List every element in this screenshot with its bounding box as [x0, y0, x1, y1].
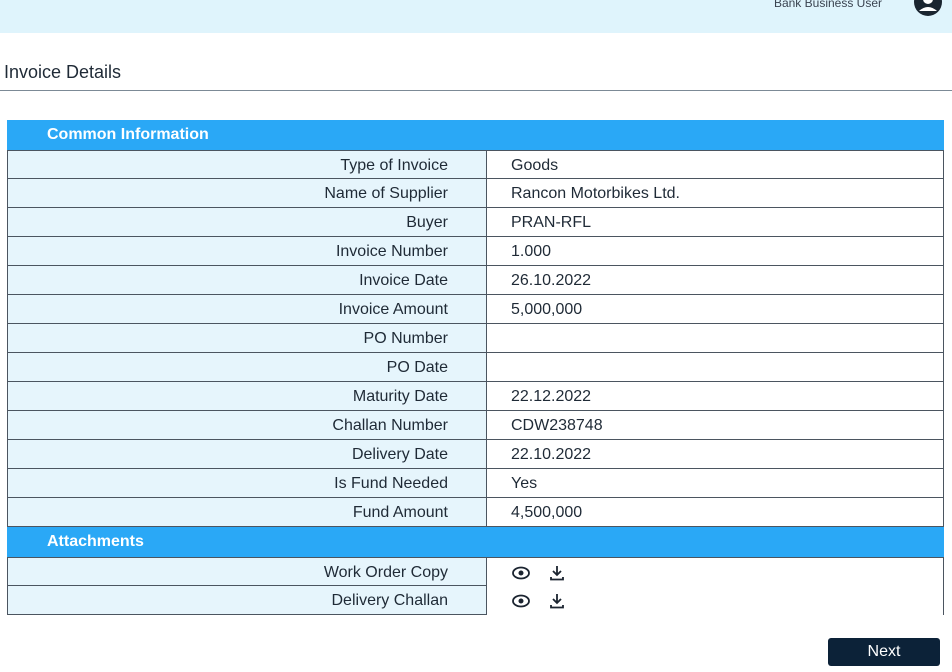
detail-row: Invoice Number 1.000: [7, 237, 944, 266]
detail-value: 26.10.2022: [487, 266, 943, 294]
detail-row: Name of Supplier Rancon Motorbikes Ltd.: [7, 179, 944, 208]
detail-label: Challan Number: [8, 411, 487, 439]
detail-label: Delivery Date: [8, 440, 487, 468]
detail-value: Yes: [487, 469, 943, 497]
detail-value: 22.10.2022: [487, 440, 943, 468]
attachment-actions: [487, 586, 943, 615]
page-title: Invoice Details: [4, 62, 122, 82]
detail-row: Fund Amount 4,500,000: [7, 498, 944, 527]
detail-value: PRAN-RFL: [487, 208, 943, 236]
invoice-details-table: Common Information Type of Invoice Goods N…: [7, 120, 944, 615]
attachments-rows: Work Order Copy Delivery Challan: [7, 557, 944, 615]
detail-row: Buyer PRAN-RFL: [7, 208, 944, 237]
detail-value: Rancon Motorbikes Ltd.: [487, 179, 943, 207]
detail-label: Invoice Amount: [8, 295, 487, 323]
detail-label: Maturity Date: [8, 382, 487, 410]
detail-row: Type of Invoice Goods: [7, 150, 944, 179]
detail-row: PO Number: [7, 324, 944, 353]
detail-label: Type of Invoice: [8, 151, 487, 178]
detail-row: Delivery Date 22.10.2022: [7, 440, 944, 469]
eye-icon[interactable]: [511, 563, 531, 583]
user-avatar-icon[interactable]: [914, 0, 942, 16]
detail-value: 1.000: [487, 237, 943, 265]
detail-label: PO Number: [8, 324, 487, 352]
common-information-rows: Type of Invoice Goods Name of Supplier Ranc…: [7, 150, 944, 527]
detail-value: CDW238748: [487, 411, 943, 439]
detail-row: Challan Number CDW238748: [7, 411, 944, 440]
detail-value: 22.12.2022: [487, 382, 943, 410]
attachment-label: Work Order Copy: [8, 558, 487, 585]
detail-value: Goods: [487, 151, 943, 178]
attachment-actions: [487, 558, 943, 587]
detail-row: Invoice Amount 5,000,000: [7, 295, 944, 324]
detail-row: Invoice Date 26.10.2022: [7, 266, 944, 295]
detail-value: [487, 324, 943, 352]
title-divider: [0, 90, 952, 91]
detail-label: Fund Amount: [8, 498, 487, 526]
detail-label: Invoice Number: [8, 237, 487, 265]
download-icon[interactable]: [547, 563, 567, 583]
detail-row: Is Fund Needed Yes: [7, 469, 944, 498]
detail-value: [487, 353, 943, 381]
detail-label: PO Date: [8, 353, 487, 381]
download-icon[interactable]: [547, 591, 567, 611]
detail-row: Maturity Date 22.12.2022: [7, 382, 944, 411]
detail-label: Buyer: [8, 208, 487, 236]
eye-icon[interactable]: [511, 591, 531, 611]
detail-row: PO Date: [7, 353, 944, 382]
attachment-row: Work Order Copy: [7, 557, 944, 587]
detail-value: 4,500,000: [487, 498, 943, 526]
detail-label: Name of Supplier: [8, 179, 487, 207]
user-role-label: Bank Business User: [773, 0, 882, 10]
attachments-header: Attachments: [7, 527, 944, 557]
next-button[interactable]: Next: [828, 638, 940, 666]
common-information-header: Common Information: [7, 120, 944, 150]
attachment-row: Delivery Challan: [7, 586, 944, 615]
top-bar: Bank Business User: [0, 0, 952, 33]
attachment-label: Delivery Challan: [8, 586, 487, 614]
detail-label: Is Fund Needed: [8, 469, 487, 497]
detail-label: Invoice Date: [8, 266, 487, 294]
detail-value: 5,000,000: [487, 295, 943, 323]
